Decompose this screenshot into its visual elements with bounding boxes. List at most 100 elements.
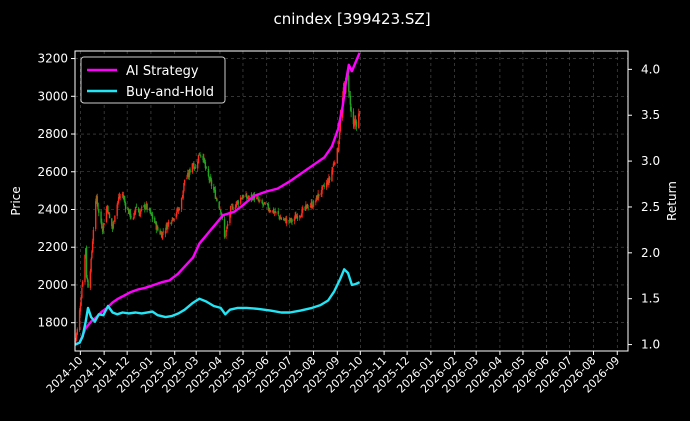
candle-body [269,210,271,211]
candle-body [128,209,131,214]
candle-body [187,173,190,177]
candle-body [130,215,132,218]
candle-body [279,216,281,220]
candle-body [242,195,244,199]
candle-body [284,217,286,219]
candle-body [146,203,148,210]
candle-body [149,208,151,213]
candle-body [156,226,158,230]
candle-body [334,162,336,164]
candle-body [177,209,179,211]
legend-label-ai-strategy: AI Strategy [126,64,199,79]
candle-body [320,192,322,195]
candle-body [289,218,292,222]
candle-body [173,218,175,221]
candle-body [285,218,287,224]
candle-body [204,161,207,168]
candle-body [151,214,154,219]
candle-body [289,218,291,221]
candle-body [355,121,358,127]
candle-body [229,214,231,223]
candle-body [124,203,127,209]
candle-body [205,166,207,169]
candle-body [235,204,237,208]
candle-body [312,206,314,208]
y2-tick-label: 1.5 [641,292,660,306]
candle-body [220,212,223,217]
candle-body [245,194,247,197]
candle-body [296,216,299,219]
candle-body [231,205,233,207]
candle-body [213,186,215,191]
candle-body [135,206,138,208]
candle-body [166,224,168,229]
candle-body [272,210,274,213]
candle-body [172,218,174,220]
candle-body [328,177,331,180]
candle-body [258,200,260,202]
candle-body [186,177,188,180]
candle-body [318,194,320,196]
y-tick-label: 3200 [37,52,68,66]
candle-body [127,209,130,214]
candle-body [239,197,242,204]
candle-body [315,195,318,200]
candle-body [348,75,350,92]
candle-body [96,196,98,204]
candle-body [358,113,360,129]
candle-body [288,220,290,222]
candle-body [140,209,142,212]
candle-body [81,287,83,298]
candle-body [291,219,293,222]
candle-body [273,212,276,214]
candle-body [86,277,88,280]
candle-body [101,229,104,232]
candle-body [338,141,340,151]
candle-body [332,163,335,167]
candle-body [237,201,240,204]
candle-body [246,197,249,199]
y2-tick-label: 2.0 [641,246,660,260]
candle-body [338,132,341,139]
candle-body [312,201,315,207]
candle-body [154,217,156,224]
candle-body [275,211,277,213]
candle-body [107,206,109,214]
candle-body [209,177,211,182]
candle-body [226,224,229,227]
candle-body [144,204,146,210]
candle-body [78,310,81,331]
candle-body [75,338,77,342]
candle-body [248,195,250,198]
y-tick-label: 3000 [37,89,68,103]
price-candles [74,70,361,345]
candle-body [108,213,111,219]
candle-body [105,209,108,223]
candle-body [182,190,184,199]
candle-body [117,200,119,205]
candle-body [325,182,328,188]
candle-body [161,232,164,239]
candle-body [141,206,143,208]
candle-body [197,161,199,169]
candle-body [294,215,296,218]
candle-body [176,208,178,214]
candle-body [272,208,275,214]
candle-body [121,194,124,196]
candle-body [106,205,108,211]
candle-body [226,226,228,230]
candle-body [210,176,212,181]
candle-body [98,209,100,213]
candle-body [122,195,125,198]
candle-body [279,218,282,219]
candle-body [203,158,206,163]
candle-body [355,120,357,124]
candle-body [137,208,140,213]
candle-body [259,199,261,201]
candle-body [148,208,151,210]
candle-body [210,180,213,187]
candle-body [81,281,84,287]
candle-body [241,197,243,200]
candle-body [102,223,105,231]
candle-body [145,203,148,207]
